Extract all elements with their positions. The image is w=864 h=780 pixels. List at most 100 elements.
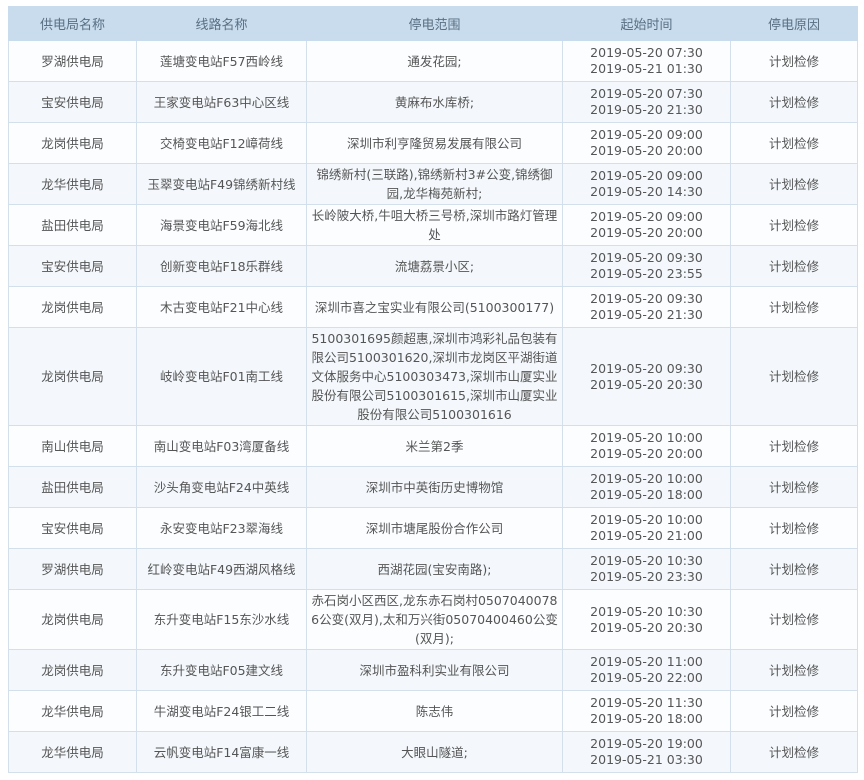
range-cell: 大眼山隧道; xyxy=(306,731,563,773)
line-cell: 海景变电站F59海北线 xyxy=(136,204,307,246)
bureau-cell: 龙岗供电局 xyxy=(8,327,137,426)
range-cell: 赤石岗小区西区,龙东赤石岗村05070400786公变(双月),太和万兴街050… xyxy=(306,589,563,650)
range-cell: 深圳市中英街历史博物馆 xyxy=(306,466,563,508)
line-cell: 东升变电站F05建文线 xyxy=(136,649,307,691)
start-time: 2019-05-20 09:00 xyxy=(590,168,703,183)
table-row: 龙岗供电局 东升变电站F05建文线 深圳市盈科利实业有限公司 2019-05-20 1… xyxy=(8,649,858,691)
line-cell: 玉翠变电站F49锦绣新村线 xyxy=(136,163,307,205)
time-cell: 2019-05-20 19:00 2019-05-21 03:30 xyxy=(562,731,731,773)
start-time: 2019-05-20 11:30 xyxy=(590,695,703,710)
bureau-cell: 盐田供电局 xyxy=(8,466,137,508)
table-row: 南山供电局 南山变电站F03湾厦备线 米兰第2季 2019-05-20 10:00 20… xyxy=(8,425,858,467)
bureau-cell: 盐田供电局 xyxy=(8,204,137,246)
table-row: 盐田供电局 沙头角变电站F24中英线 深圳市中英街历史博物馆 2019-05-20 1… xyxy=(8,466,858,508)
time-cell: 2019-05-20 11:00 2019-05-20 22:00 xyxy=(562,649,731,691)
bureau-cell: 龙岗供电局 xyxy=(8,286,137,328)
reason-cell: 计划检修 xyxy=(730,649,858,691)
range-cell: 米兰第2季 xyxy=(306,425,563,467)
end-time: 2019-05-20 18:00 xyxy=(590,487,703,502)
table-row: 龙岗供电局 木古变电站F21中心线 深圳市喜之宝实业有限公司(5100300177)… xyxy=(8,286,858,328)
end-time: 2019-05-20 20:00 xyxy=(590,225,703,240)
time-cell: 2019-05-20 10:30 2019-05-20 23:30 xyxy=(562,548,731,590)
range-cell: 深圳市盈科利实业有限公司 xyxy=(306,649,563,691)
bureau-cell: 罗湖供电局 xyxy=(8,40,137,82)
header-bureau: 供电局名称 xyxy=(8,6,137,41)
end-time: 2019-05-20 20:00 xyxy=(590,446,703,461)
table-header: 供电局名称 线路名称 停电范围 起始时间 停电原因 xyxy=(8,6,858,41)
range-cell: 锦绣新村(三联路),锦绣新村3#公变,锦绣御园,龙华梅苑新村; xyxy=(306,163,563,205)
start-time: 2019-05-20 07:30 xyxy=(590,86,703,101)
time-cell: 2019-05-20 09:00 2019-05-20 20:00 xyxy=(562,204,731,246)
time-cell: 2019-05-20 07:30 2019-05-21 01:30 xyxy=(562,40,731,82)
bureau-cell: 宝安供电局 xyxy=(8,81,137,123)
time-cell: 2019-05-20 10:00 2019-05-20 21:00 xyxy=(562,507,731,549)
time-cell: 2019-05-20 09:30 2019-05-20 23:55 xyxy=(562,245,731,287)
start-time: 2019-05-20 11:00 xyxy=(590,654,703,669)
table-row: 龙岗供电局 交椅变电站F12嶂荷线 深圳市利亨隆贸易发展有限公司 2019-05-20… xyxy=(8,122,858,164)
range-cell: 西湖花园(宝安南路); xyxy=(306,548,563,590)
line-cell: 沙头角变电站F24中英线 xyxy=(136,466,307,508)
reason-cell: 计划检修 xyxy=(730,245,858,287)
header-reason: 停电原因 xyxy=(730,6,858,41)
reason-cell: 计划检修 xyxy=(730,81,858,123)
end-time: 2019-05-20 22:00 xyxy=(590,670,703,685)
bureau-cell: 龙岗供电局 xyxy=(8,589,137,650)
end-time: 2019-05-20 23:30 xyxy=(590,569,703,584)
bureau-cell: 南山供电局 xyxy=(8,425,137,467)
reason-cell: 计划检修 xyxy=(730,327,858,426)
reason-cell: 计划检修 xyxy=(730,425,858,467)
reason-cell: 计划检修 xyxy=(730,122,858,164)
time-cell: 2019-05-20 10:00 2019-05-20 18:00 xyxy=(562,466,731,508)
line-cell: 王家变电站F63中心区线 xyxy=(136,81,307,123)
range-cell: 5100301695颜超惠,深圳市鸿彩礼品包装有限公司5100301620,深圳… xyxy=(306,327,563,426)
range-cell: 黄麻布水库桥; xyxy=(306,81,563,123)
reason-cell: 计划检修 xyxy=(730,548,858,590)
line-cell: 木古变电站F21中心线 xyxy=(136,286,307,328)
line-cell: 东升变电站F15东沙水线 xyxy=(136,589,307,650)
end-time: 2019-05-20 23:55 xyxy=(590,266,703,281)
bureau-cell: 罗湖供电局 xyxy=(8,548,137,590)
time-cell: 2019-05-20 09:00 2019-05-20 20:00 xyxy=(562,122,731,164)
start-time: 2019-05-20 09:00 xyxy=(590,127,703,142)
start-time: 2019-05-20 10:30 xyxy=(590,603,703,619)
reason-cell: 计划检修 xyxy=(730,286,858,328)
header-line: 线路名称 xyxy=(136,6,307,41)
start-time: 2019-05-20 19:00 xyxy=(590,736,703,751)
range-cell: 流塘荔景小区; xyxy=(306,245,563,287)
table-row: 宝安供电局 永安变电站F23翠海线 深圳市塘尾股份合作公司 2019-05-20 10… xyxy=(8,507,858,549)
start-time: 2019-05-20 10:00 xyxy=(590,430,703,445)
bureau-cell: 龙岗供电局 xyxy=(8,649,137,691)
line-cell: 红岭变电站F49西湖风格线 xyxy=(136,548,307,590)
end-time: 2019-05-20 21:00 xyxy=(590,528,703,543)
end-time: 2019-05-20 20:00 xyxy=(590,143,703,158)
reason-cell: 计划检修 xyxy=(730,690,858,732)
table-row: 宝安供电局 创新变电站F18乐群线 流塘荔景小区; 2019-05-20 09:30 2… xyxy=(8,245,858,287)
start-time: 2019-05-20 10:00 xyxy=(590,471,703,486)
time-cell: 2019-05-20 11:30 2019-05-20 18:00 xyxy=(562,690,731,732)
range-cell: 深圳市利亨隆贸易发展有限公司 xyxy=(306,122,563,164)
table-row: 罗湖供电局 红岭变电站F49西湖风格线 西湖花园(宝安南路); 2019-05-20 … xyxy=(8,548,858,590)
end-time: 2019-05-21 03:30 xyxy=(590,752,703,767)
range-cell: 深圳市喜之宝实业有限公司(5100300177) xyxy=(306,286,563,328)
table-row: 罗湖供电局 莲塘变电站F57西岭线 通发花园; 2019-05-20 07:30 201… xyxy=(8,40,858,82)
end-time: 2019-05-20 21:30 xyxy=(590,307,703,322)
range-cell: 深圳市塘尾股份合作公司 xyxy=(306,507,563,549)
line-cell: 南山变电站F03湾厦备线 xyxy=(136,425,307,467)
start-time: 2019-05-20 09:30 xyxy=(590,250,703,265)
end-time: 2019-05-20 14:30 xyxy=(590,184,703,199)
line-cell: 莲塘变电站F57西岭线 xyxy=(136,40,307,82)
end-time: 2019-05-20 20:30 xyxy=(590,619,703,635)
start-time: 2019-05-20 10:30 xyxy=(590,553,703,568)
bureau-cell: 宝安供电局 xyxy=(8,245,137,287)
time-cell: 2019-05-20 09:30 2019-05-20 20:30 xyxy=(562,327,731,426)
start-time: 2019-05-20 09:00 xyxy=(590,209,703,224)
reason-cell: 计划检修 xyxy=(730,40,858,82)
table-row: 龙华供电局 玉翠变电站F49锦绣新村线 锦绣新村(三联路),锦绣新村3#公变,锦绣御… xyxy=(8,163,858,205)
table-row: 龙华供电局 云帆变电站F14富康一线 大眼山隧道; 2019-05-20 19:00 2… xyxy=(8,731,858,773)
table-row: 盐田供电局 海景变电站F59海北线 长岭陂大桥,牛咀大桥三号桥,深圳市路灯管理处 20… xyxy=(8,204,858,246)
outage-table: 供电局名称 线路名称 停电范围 起始时间 停电原因 罗湖供电局 莲塘变电站F57西… xyxy=(8,6,858,773)
time-cell: 2019-05-20 09:00 2019-05-20 14:30 xyxy=(562,163,731,205)
table-row: 宝安供电局 王家变电站F63中心区线 黄麻布水库桥; 2019-05-20 07:30… xyxy=(8,81,858,123)
line-cell: 创新变电站F18乐群线 xyxy=(136,245,307,287)
time-cell: 2019-05-20 07:30 2019-05-20 21:30 xyxy=(562,81,731,123)
